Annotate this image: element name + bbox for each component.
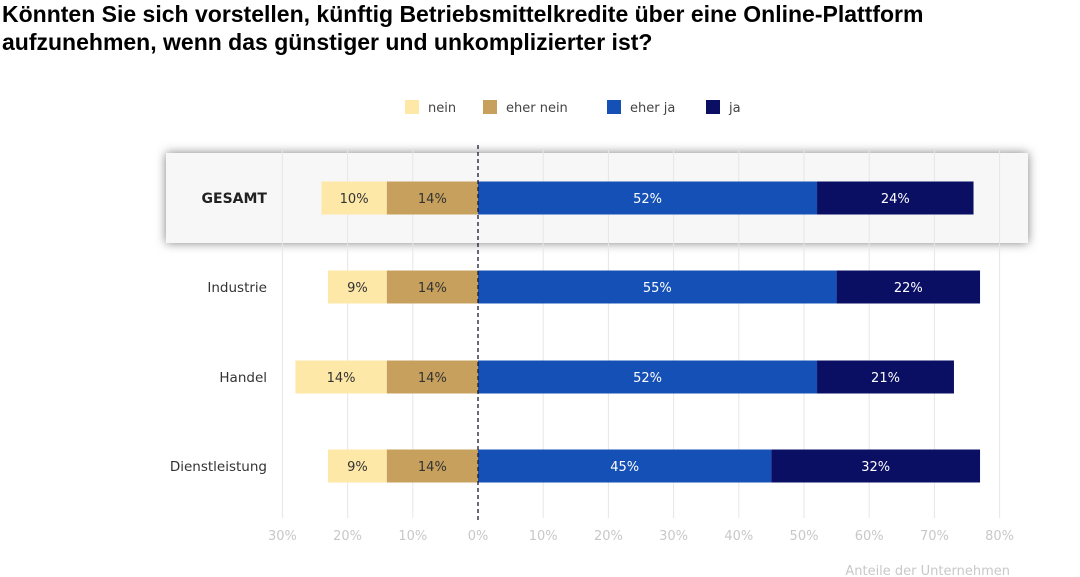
bar-segment-eher-nein [386,449,478,483]
bar-segment-nein [321,181,387,215]
category-label: Industrie [207,280,267,296]
data-label: 52% [633,371,662,386]
x-tick-label: 20% [594,529,623,544]
x-axis-title: Anteile der Unternehmen [845,564,1010,577]
x-tick-label: 0% [468,529,489,544]
data-label: 9% [347,460,368,475]
chart-title-line-1: Könnten Sie sich vorstellen, künftig Bet… [2,1,924,27]
bar-segment-nein [295,360,387,394]
data-label: 10% [340,192,369,207]
data-label: 14% [418,281,447,296]
legend-swatch-eher-nein [483,100,497,114]
category-label: Handel [219,370,267,386]
bar-segment-eher-nein [386,270,478,304]
category-label: Dienstleistung [170,459,267,475]
bar-segment-ja [817,181,974,215]
data-label: 24% [881,192,910,207]
bar-segment-eher-ja [478,270,837,304]
bar-segment-eher-ja [478,449,772,483]
bar-segment-ja [771,449,981,483]
data-label: 14% [418,460,447,475]
category-label: GESAMT [202,191,268,207]
bar-segment-eher-nein [386,181,478,215]
data-label: 9% [347,281,368,296]
bar-segment-nein [328,270,387,304]
data-label: 22% [894,281,923,296]
x-tick-label: 10% [529,529,558,544]
x-tick-label: 30% [268,529,297,544]
data-label: 21% [871,371,900,386]
data-label: 55% [643,281,672,296]
x-tick-label: 80% [985,529,1014,544]
x-tick-label: 20% [333,529,362,544]
bar-segment-eher-nein [386,360,478,394]
bar-segment-ja [817,360,954,394]
bar-segment-eher-ja [478,360,818,394]
legend-label: nein [428,101,456,116]
data-label: 32% [861,460,890,475]
chart-title-line-2: aufzunehmen, wenn das günstiger und unko… [2,29,653,55]
legend-label: ja [728,101,741,116]
x-tick-label: 10% [398,529,427,544]
data-label: 14% [418,371,447,386]
legend-swatch-ja [706,100,720,114]
data-label: 45% [610,460,639,475]
x-tick-label: 30% [659,529,688,544]
data-label: 14% [327,371,356,386]
bar-segment-eher-ja [478,181,818,215]
chart-title: Könnten Sie sich vorstellen, künftig Bet… [2,0,1078,56]
bar-segment-ja [836,270,981,304]
data-label: 52% [633,192,662,207]
legend-swatch-nein [405,100,419,114]
bar-segment-nein [328,449,387,483]
legend-label: eher nein [506,101,568,116]
x-tick-label: 40% [724,529,753,544]
data-label: 14% [418,192,447,207]
x-tick-label: 60% [855,529,884,544]
legend-swatch-eher-ja [607,100,621,114]
legend-label: eher ja [630,101,675,116]
x-tick-label: 50% [790,529,819,544]
x-tick-label: 70% [920,529,949,544]
